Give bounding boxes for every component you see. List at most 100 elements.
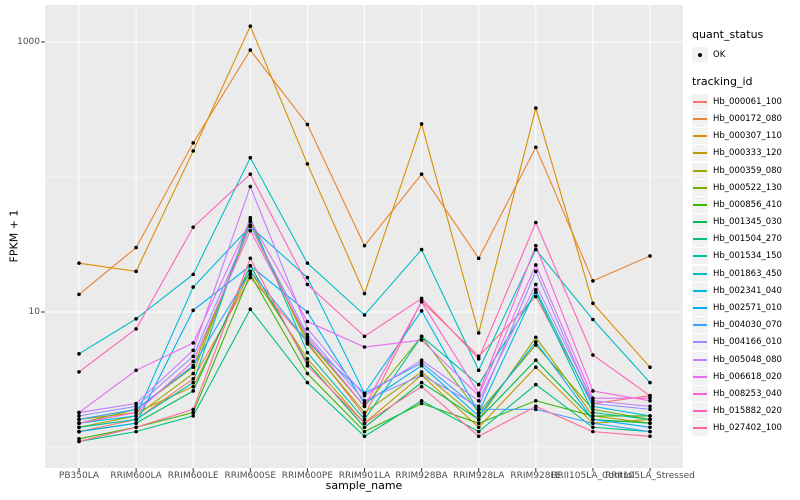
data-point[interactable] [305,335,310,340]
legend-item-ok[interactable]: OK [692,46,798,63]
data-point[interactable] [648,429,652,434]
data-point[interactable] [191,149,195,153]
data-point[interactable] [648,365,652,370]
data-point[interactable] [134,404,138,409]
data-point[interactable] [305,350,310,355]
data-point[interactable] [248,263,253,268]
data-point[interactable] [534,294,538,299]
data-point[interactable] [476,398,481,403]
data-point[interactable] [534,407,538,412]
data-point[interactable] [419,309,424,313]
data-point[interactable] [648,396,652,400]
data-point[interactable] [419,398,424,403]
data-point[interactable] [134,417,138,422]
data-point[interactable] [591,279,595,283]
data-point[interactable] [305,275,310,280]
data-point[interactable] [77,417,81,422]
data-point[interactable] [305,327,310,331]
data-point[interactable] [305,340,310,344]
data-point[interactable] [191,377,195,381]
legend-item-Hb_001863_450[interactable]: Hb_001863_450 [692,265,798,282]
legend-item-Hb_001504_270[interactable]: Hb_001504_270 [692,231,798,248]
data-point[interactable] [248,184,253,189]
data-point[interactable] [591,389,595,393]
data-point[interactable] [591,407,595,412]
data-point[interactable] [134,414,138,418]
data-point[interactable] [77,439,81,444]
data-point[interactable] [134,245,138,250]
data-point[interactable] [534,335,538,340]
data-point[interactable] [419,401,424,406]
data-point[interactable] [362,401,367,406]
data-point[interactable] [134,401,138,406]
data-point[interactable] [362,414,367,418]
data-point[interactable] [134,327,138,331]
data-point[interactable] [648,398,652,403]
data-point[interactable] [534,220,538,225]
data-point[interactable] [248,228,253,233]
data-point[interactable] [476,429,481,434]
data-point[interactable] [191,354,195,359]
data-point[interactable] [362,243,367,248]
data-point[interactable] [476,354,481,359]
data-point[interactable] [191,225,195,229]
data-point[interactable] [419,363,424,368]
data-point[interactable] [77,421,81,426]
data-point[interactable] [591,301,595,306]
data-point[interactable] [534,404,538,409]
data-point[interactable] [476,434,481,439]
data-point[interactable] [648,393,652,398]
legend-item-Hb_002571_010[interactable]: Hb_002571_010 [692,299,798,317]
data-point[interactable] [248,223,253,227]
data-point[interactable] [362,345,367,349]
data-point[interactable] [591,414,595,418]
data-point[interactable] [305,261,310,265]
data-point[interactable] [419,334,424,339]
data-point[interactable] [476,417,481,422]
data-point[interactable] [191,410,195,415]
data-point[interactable] [248,275,253,280]
data-point[interactable] [77,414,81,418]
legend-item-Hb_004166_010[interactable]: Hb_004166_010 [692,334,798,351]
data-point[interactable] [305,122,310,127]
data-point[interactable] [534,282,538,287]
data-point[interactable] [476,407,481,412]
data-point[interactable] [534,290,538,295]
legend-item-Hb_008253_040[interactable]: Hb_008253_040 [692,385,798,402]
data-point[interactable] [134,425,138,430]
data-point[interactable] [591,317,595,322]
data-point[interactable] [248,48,253,52]
data-point[interactable] [305,332,310,337]
data-point[interactable] [419,361,424,365]
data-point[interactable] [191,371,195,376]
legend-item-Hb_005048_080[interactable]: Hb_005048_080 [692,351,798,368]
data-point[interactable] [305,319,310,324]
data-point[interactable] [591,401,595,406]
data-point[interactable] [305,357,310,361]
legend-item-Hb_006618_020[interactable]: Hb_006618_020 [692,368,798,385]
data-point[interactable] [191,384,195,389]
data-point[interactable] [134,407,138,412]
data-point[interactable] [476,368,481,373]
data-point[interactable] [419,122,424,126]
data-point[interactable] [362,313,367,317]
data-point[interactable] [534,340,538,344]
data-point[interactable] [648,414,652,418]
data-point[interactable] [134,429,138,434]
data-point[interactable] [248,272,253,277]
data-point[interactable] [362,434,367,439]
data-point[interactable] [77,425,81,430]
data-point[interactable] [476,410,481,415]
data-point[interactable] [305,380,310,385]
legend-item-Hb_000359_080[interactable]: Hb_000359_080 [692,162,798,179]
data-point[interactable] [305,363,310,368]
legend-item-Hb_001345_030[interactable]: Hb_001345_030 [692,214,798,231]
data-point[interactable] [191,141,195,145]
data-point[interactable] [305,310,310,314]
data-point[interactable] [362,291,367,296]
data-point[interactable] [476,331,481,335]
data-point[interactable] [476,404,481,409]
data-point[interactable] [77,370,81,374]
data-point[interactable] [362,417,367,422]
data-point[interactable] [476,414,481,418]
